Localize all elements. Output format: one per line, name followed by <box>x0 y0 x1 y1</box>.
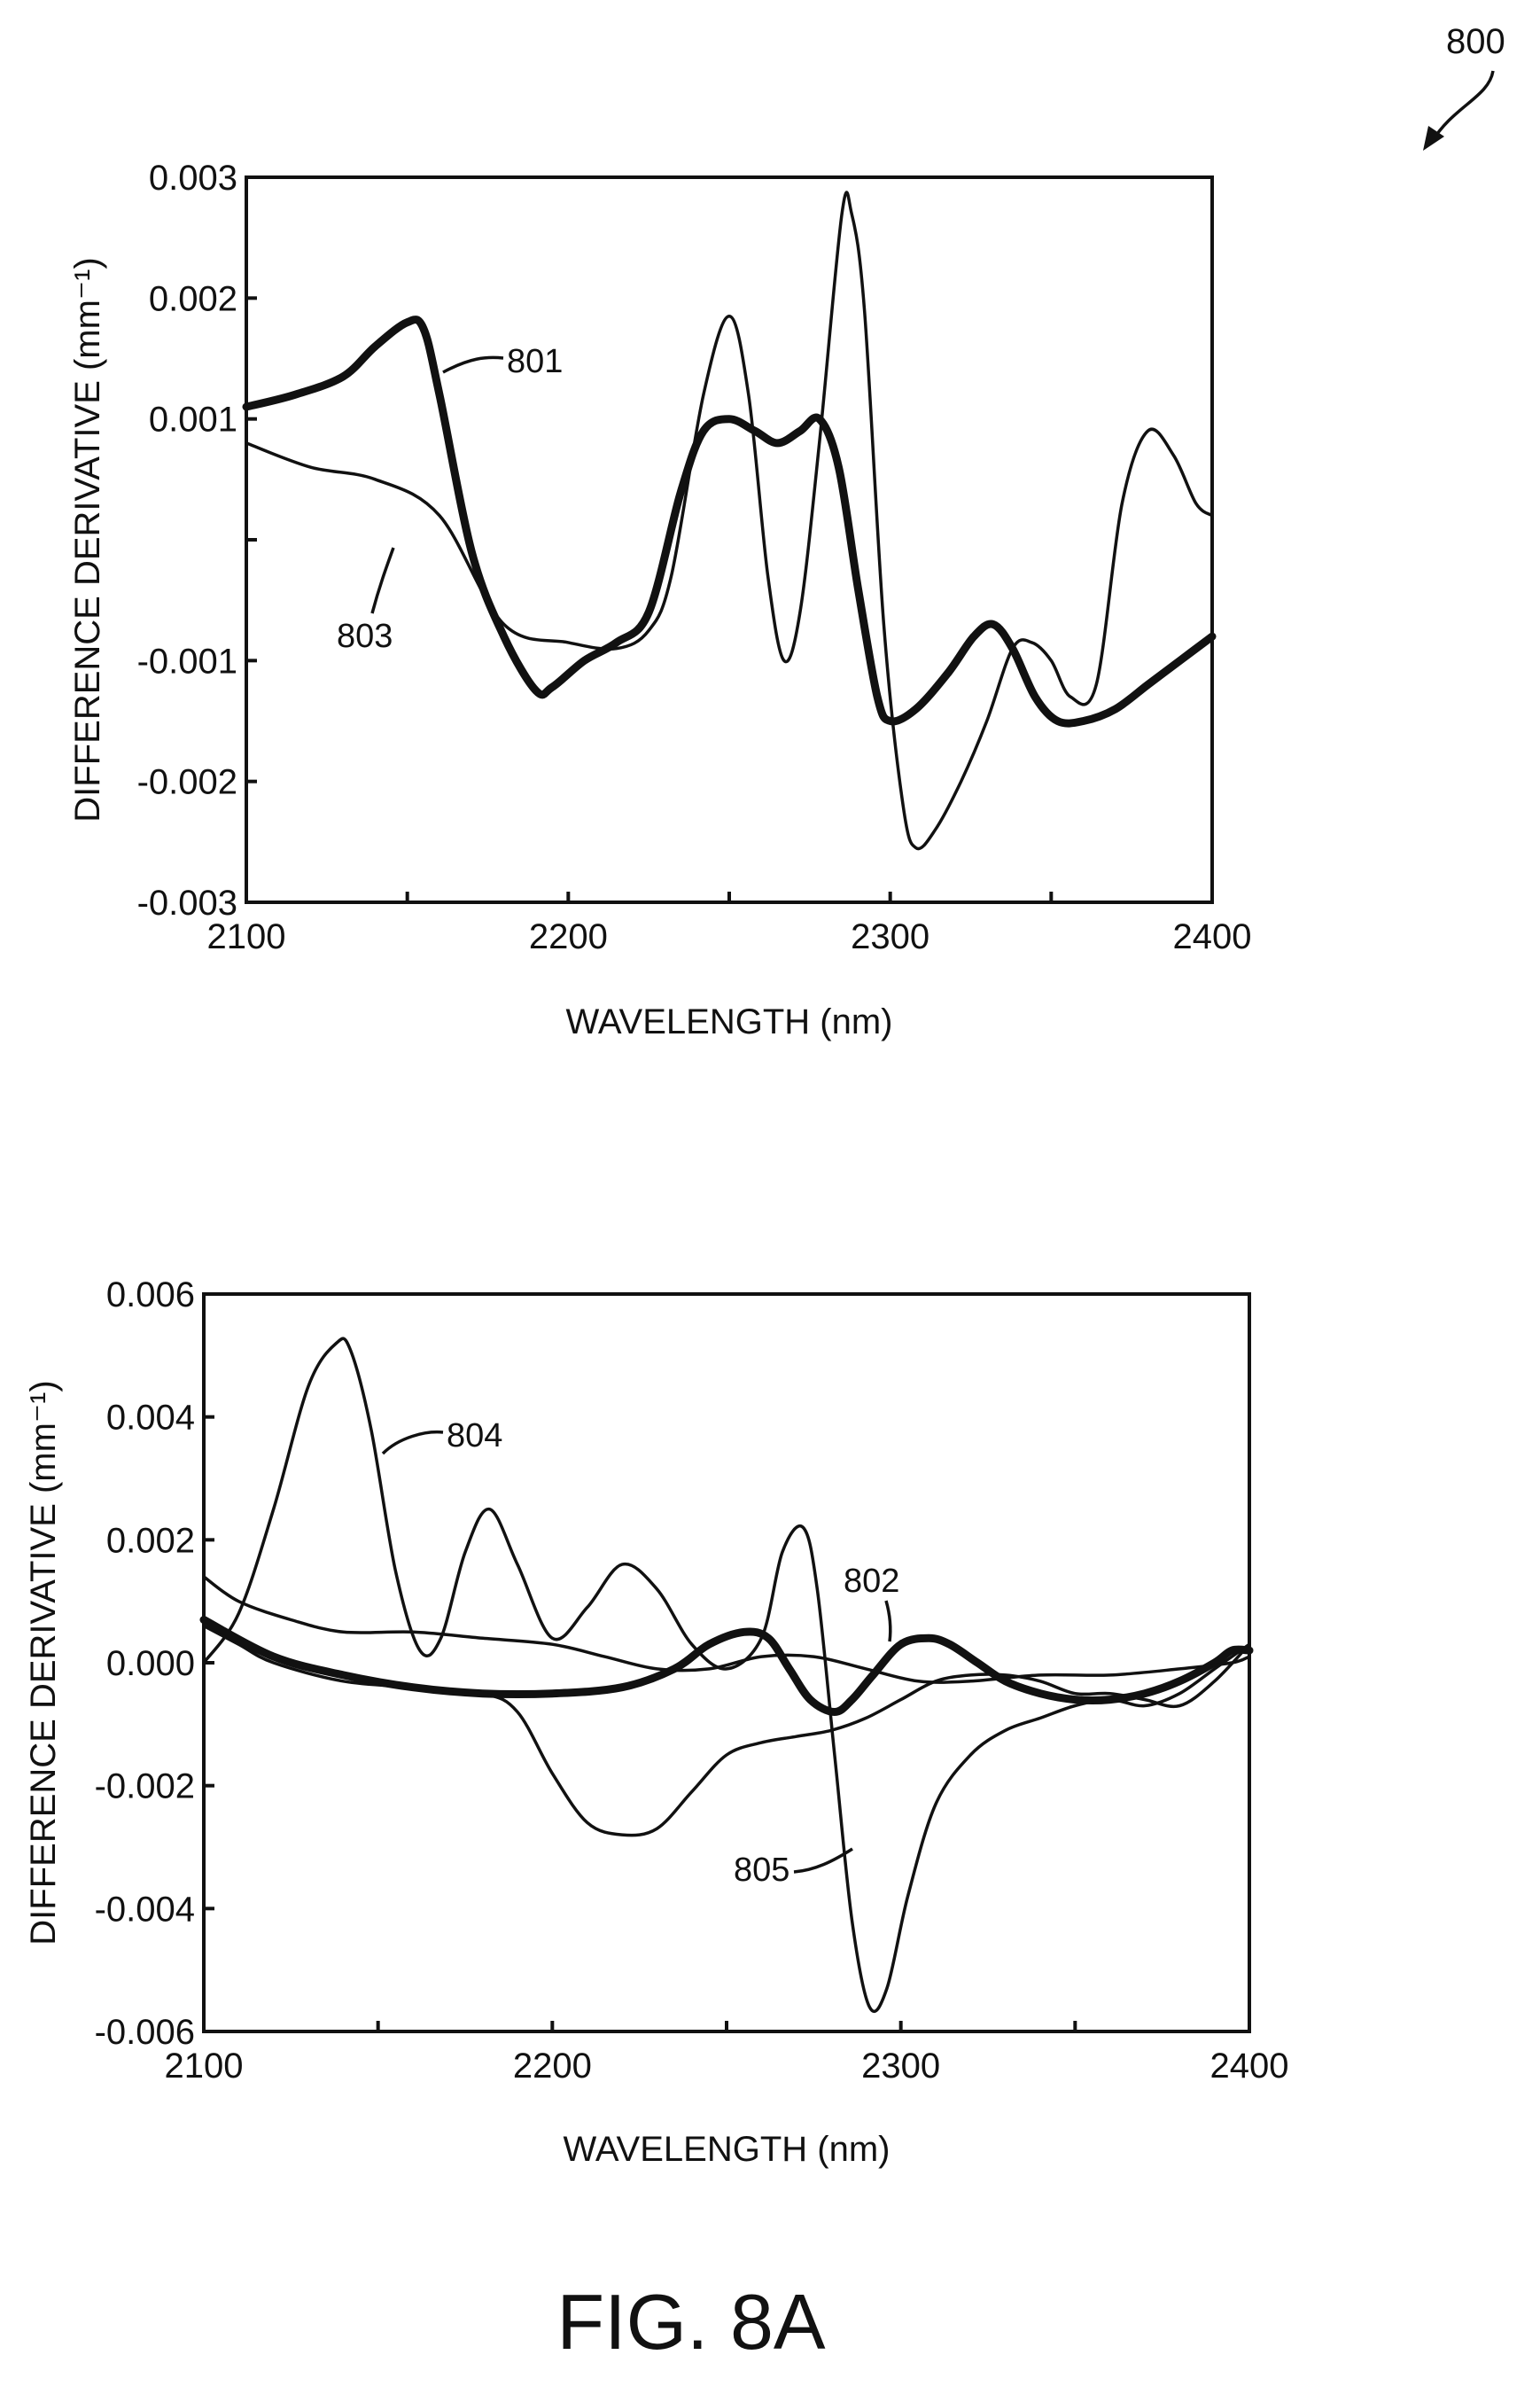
top-chart-y-tick-label: -0.002 <box>137 763 237 802</box>
figure-ref-arrowhead-icon <box>1423 126 1444 151</box>
top-chart-x-tick-label: 2300 <box>851 917 929 956</box>
figure-ref-number: 800 <box>1446 22 1505 61</box>
top-chart-x-axis-label: WAVELENGTH (nm) <box>566 1002 893 1041</box>
bottom-chart-ticks: 2100 2200 2300 2400 -0.006 -0.004 -0.002 0.000 0… <box>95 1275 1289 2086</box>
top-chart-x-tick-label: 2400 <box>1173 917 1252 956</box>
bottom-chart-y-tick-label: 0.006 <box>106 1275 195 1314</box>
bottom-chart-annotation-805-leader <box>793 1847 853 1874</box>
top-chart-y-tick-label: -0.003 <box>137 884 237 923</box>
bottom-chart-series-line-805 <box>202 1624 1251 1837</box>
bottom-chart-y-tick-label: 0.000 <box>106 1644 195 1683</box>
top-chart-series-layer <box>242 191 1217 851</box>
top-chart-x-tick-label: 2200 <box>529 917 608 956</box>
top-chart: 2100 2200 2300 2400 -0.003 -0.002 -0.001 0.001 0… <box>68 159 1251 1041</box>
bottom-chart-y-tick-label: -0.006 <box>95 2013 195 2052</box>
figure-caption: FIG. 8A <box>556 2278 825 2366</box>
top-chart-annotation-803: 803 <box>337 618 393 655</box>
top-chart-annotation-801-leader <box>442 355 504 374</box>
bottom-chart-series-line-unlabeled-2 <box>202 1575 1251 1684</box>
bottom-chart-annotation-804: 804 <box>447 1417 502 1454</box>
top-chart-plot-frame <box>245 175 1214 904</box>
bottom-chart-series-layer <box>199 1337 1254 2014</box>
bottom-chart-x-tick-label: 2300 <box>861 2047 940 2086</box>
top-chart-y-axis-label: DIFFERENCE DERIVATIVE (mm⁻¹) <box>68 257 107 822</box>
bottom-chart-annotation-802: 802 <box>844 1563 899 1600</box>
top-chart-series-line-803 <box>245 191 1214 851</box>
bottom-chart: 2100 2200 2300 2400 -0.006 -0.004 -0.002 0.000 0… <box>24 1275 1288 2169</box>
bottom-chart-x-tick-label: 2100 <box>165 2047 244 2086</box>
bottom-chart-annotation-802-leader <box>884 1600 892 1642</box>
bottom-chart-y-tick-label: 0.004 <box>106 1399 195 1438</box>
bottom-chart-x-tick-label: 2400 <box>1210 2047 1289 2086</box>
bottom-chart-plot-frame <box>202 1292 1251 2033</box>
figure-ref-arrow <box>1430 70 1495 143</box>
top-chart-y-tick-label: -0.001 <box>137 642 237 681</box>
top-chart-x-tick-label: 2100 <box>207 917 286 956</box>
top-chart-y-tick-label: 0.001 <box>149 401 237 440</box>
top-chart-y-tick-label: 0.003 <box>149 159 237 198</box>
top-chart-ticks: 2100 2200 2300 2400 -0.003 -0.002 -0.001 0.001 0… <box>137 159 1252 956</box>
bottom-chart-y-tick-label: 0.002 <box>106 1521 195 1560</box>
bottom-chart-annotation-805: 805 <box>734 1852 789 1889</box>
top-chart-annotation-803-leader <box>370 547 395 614</box>
top-chart-annotation-801: 801 <box>507 343 563 380</box>
bottom-chart-y-tick-label: -0.002 <box>95 1767 195 1806</box>
bottom-chart-x-axis-label: WAVELENGTH (nm) <box>564 2130 891 2169</box>
bottom-chart-y-axis-label: DIFFERENCE DERIVATIVE (mm⁻¹) <box>24 1380 63 1945</box>
bottom-chart-annotation-804-leader <box>381 1430 444 1455</box>
top-chart-series-line-801 <box>242 316 1217 728</box>
bottom-chart-x-tick-label: 2200 <box>513 2047 592 2086</box>
top-chart-y-tick-label: 0.002 <box>149 279 237 318</box>
bottom-chart-y-tick-label: -0.004 <box>95 1890 195 1929</box>
bottom-chart-series-line-804 <box>202 1337 1251 2014</box>
